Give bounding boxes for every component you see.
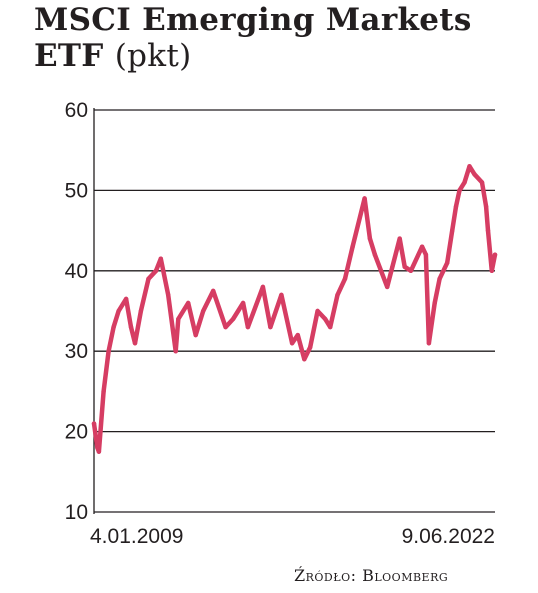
data-point-43 bbox=[397, 236, 402, 241]
data-point-11 bbox=[146, 276, 151, 281]
data-point-28 bbox=[289, 341, 295, 346]
y-tick-label-40: 40 bbox=[65, 260, 88, 283]
data-point-30 bbox=[302, 357, 307, 362]
chart-title: MSCI Emerging Markets ETF (pkt) bbox=[34, 2, 472, 74]
data-point-9 bbox=[132, 341, 138, 346]
data-point-0 bbox=[91, 421, 97, 426]
data-point-31 bbox=[308, 345, 313, 350]
data-point-57 bbox=[472, 172, 477, 177]
y-tick-label-10: 10 bbox=[65, 501, 88, 524]
data-point-12 bbox=[153, 268, 159, 273]
data-point-32 bbox=[315, 308, 320, 314]
data-point-46 bbox=[419, 244, 425, 249]
data-point-40 bbox=[372, 252, 378, 257]
data-point-44 bbox=[402, 264, 407, 269]
data-point-22 bbox=[230, 316, 236, 322]
data-point-10 bbox=[138, 308, 144, 314]
series-line bbox=[91, 164, 498, 454]
data-point-3 bbox=[101, 389, 106, 394]
data-point-51 bbox=[445, 260, 450, 265]
x-tick-label-end: 9.06.2022 bbox=[402, 525, 495, 548]
data-point-25 bbox=[260, 284, 266, 290]
data-point-19 bbox=[201, 308, 206, 314]
y-tick-label-20: 20 bbox=[65, 421, 88, 444]
data-point-48 bbox=[426, 341, 432, 346]
data-point-1 bbox=[95, 445, 100, 450]
data-point-5 bbox=[111, 324, 116, 330]
y-tick-label-50: 50 bbox=[65, 179, 88, 202]
data-point-27 bbox=[279, 292, 284, 298]
data-point-62 bbox=[492, 252, 498, 257]
data-point-13 bbox=[158, 256, 163, 261]
source-note: Źródło: Bloomberg bbox=[294, 566, 449, 585]
data-point-36 bbox=[342, 276, 348, 281]
data-point-14 bbox=[166, 292, 171, 298]
data-point-7 bbox=[123, 296, 129, 302]
data-point-6 bbox=[116, 308, 121, 314]
data-point-39 bbox=[367, 236, 373, 241]
data-point-56 bbox=[467, 164, 472, 169]
data-point-61 bbox=[489, 268, 494, 273]
data-point-15 bbox=[173, 349, 178, 354]
data-point-50 bbox=[437, 276, 442, 281]
data-point-35 bbox=[335, 292, 340, 298]
data-point-52 bbox=[450, 228, 455, 233]
data-point-29 bbox=[295, 332, 300, 338]
data-point-49 bbox=[432, 300, 437, 306]
y-tick-label-30: 30 bbox=[65, 340, 88, 363]
y-tick-label-60: 60 bbox=[65, 99, 88, 122]
data-point-47 bbox=[423, 252, 429, 257]
chart-title-line1: MSCI Emerging Markets bbox=[34, 2, 472, 38]
data-point-16 bbox=[176, 316, 181, 322]
data-point-60 bbox=[485, 228, 491, 233]
data-point-17 bbox=[186, 300, 191, 306]
data-point-53 bbox=[453, 204, 459, 209]
data-point-4 bbox=[106, 349, 111, 354]
x-tick-label-start: 4.01.2009 bbox=[90, 525, 183, 548]
data-point-37 bbox=[350, 244, 355, 249]
data-point-55 bbox=[462, 180, 467, 185]
data-point-26 bbox=[268, 324, 273, 330]
data-point-38 bbox=[362, 196, 367, 201]
chart-title-unit: (pkt) bbox=[114, 38, 192, 74]
data-point-59 bbox=[483, 204, 489, 209]
data-point-41 bbox=[385, 284, 390, 290]
data-point-42 bbox=[390, 264, 395, 269]
data-point-33 bbox=[323, 316, 328, 322]
data-point-54 bbox=[457, 188, 462, 193]
data-point-23 bbox=[240, 300, 246, 306]
data-point-58 bbox=[479, 180, 485, 185]
data-point-8 bbox=[128, 324, 134, 330]
data-point-21 bbox=[223, 324, 228, 330]
chart-title-line2: ETF bbox=[34, 38, 104, 74]
data-point-45 bbox=[408, 268, 414, 273]
data-point-2 bbox=[96, 449, 102, 454]
data-point-18 bbox=[193, 332, 198, 338]
data-point-34 bbox=[328, 324, 333, 330]
data-point-24 bbox=[245, 324, 251, 330]
data-point-20 bbox=[211, 288, 216, 294]
